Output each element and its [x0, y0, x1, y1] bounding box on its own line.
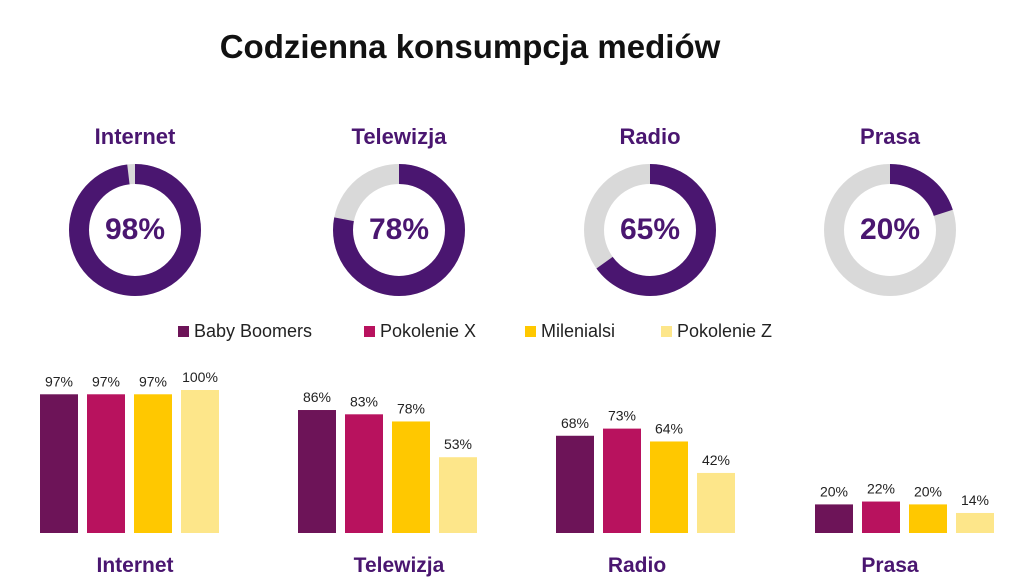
donut-label: Internet: [94, 124, 176, 149]
bar: [392, 421, 430, 533]
bar-data-label: 78%: [397, 400, 425, 416]
bar-data-label: 83%: [350, 393, 378, 409]
bar: [556, 435, 594, 533]
donut-label: Radio: [619, 124, 681, 149]
bar: [956, 512, 994, 533]
bar-category-label: Prasa: [861, 554, 919, 577]
bar-data-label: 86%: [303, 389, 331, 405]
donut-ring: [69, 164, 201, 296]
legend-label: Pokolenie X: [380, 321, 477, 341]
legend-swatch: [364, 326, 375, 337]
bar-category-label: Radio: [607, 554, 667, 577]
bar-data-label: 22%: [867, 481, 895, 497]
bar-data-label: 97%: [45, 373, 73, 389]
bar: [650, 441, 688, 533]
bar: [40, 394, 78, 533]
donut-value: 65%: [619, 213, 681, 246]
donut-value-slice: [69, 164, 201, 296]
bar: [697, 472, 735, 533]
legend-label: Milenialsi: [541, 321, 616, 341]
bar-data-label: 53%: [444, 436, 472, 452]
donut-value-slice: [333, 164, 465, 296]
bar: [298, 410, 336, 533]
legend-label: Pokolenie Z: [677, 321, 773, 341]
bar-data-label: 97%: [92, 373, 120, 389]
donut-ring: [333, 164, 465, 296]
bar: [439, 457, 477, 533]
bar: [909, 504, 947, 533]
bar: [603, 428, 641, 533]
bar-data-label: 97%: [139, 373, 167, 389]
donut-value: 78%: [368, 213, 430, 246]
bar-data-label: 73%: [608, 408, 636, 424]
legend-label: Baby Boomers: [194, 321, 313, 341]
bar: [815, 504, 853, 533]
bar-category-label: Telewizja: [353, 554, 445, 577]
bar-data-label: 20%: [820, 483, 848, 499]
legend-swatch: [525, 326, 536, 337]
bar-data-label: 42%: [702, 452, 730, 468]
bar: [345, 414, 383, 533]
donut-ring: [824, 164, 956, 296]
bar-data-label: 64%: [655, 420, 683, 436]
donut-value: 98%: [104, 213, 166, 246]
bar: [181, 390, 219, 533]
bar: [862, 501, 900, 533]
donut-label: Prasa: [860, 124, 920, 149]
bar: [134, 394, 172, 533]
donut-value-slice: [824, 164, 956, 296]
donut-value-slice: [584, 164, 716, 296]
donut-value: 20%: [859, 213, 921, 246]
donut-ring: [584, 164, 716, 296]
legend-swatch: [178, 326, 189, 337]
page-title: Codzienna konsumpcja mediów: [219, 28, 721, 65]
bar: [87, 394, 125, 533]
legend-swatch: [661, 326, 672, 337]
bar-data-label: 14%: [961, 492, 989, 508]
bar-data-label: 68%: [561, 415, 589, 431]
donut-label: Telewizja: [351, 124, 447, 149]
bar-data-label: 20%: [914, 483, 942, 499]
bar-category-label: Internet: [96, 554, 174, 577]
bar-data-label: 100%: [182, 369, 218, 385]
